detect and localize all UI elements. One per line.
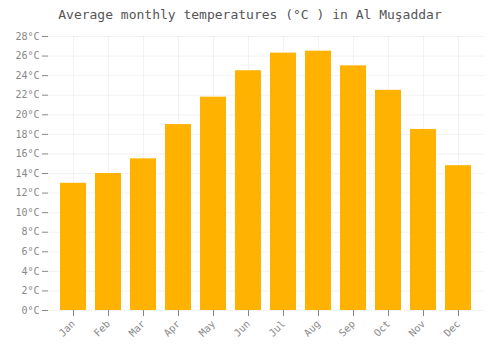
svg-text:Dec: Dec bbox=[442, 318, 463, 339]
svg-text:Nov: Nov bbox=[407, 318, 428, 339]
svg-text:12°C: 12°C bbox=[15, 187, 39, 198]
svg-text:22°C: 22°C bbox=[15, 89, 39, 100]
svg-text:18°C: 18°C bbox=[15, 129, 39, 140]
svg-text:0°C: 0°C bbox=[21, 305, 39, 316]
svg-text:14°C: 14°C bbox=[15, 168, 39, 179]
svg-text:8°C: 8°C bbox=[21, 226, 39, 237]
svg-text:May: May bbox=[197, 318, 218, 339]
svg-text:Jun: Jun bbox=[232, 318, 253, 339]
svg-text:20°C: 20°C bbox=[15, 109, 39, 120]
svg-text:24°C: 24°C bbox=[15, 70, 39, 81]
svg-text:Mar: Mar bbox=[127, 318, 148, 339]
svg-text:Oct: Oct bbox=[372, 318, 393, 339]
svg-text:Apr: Apr bbox=[162, 318, 183, 339]
svg-text:16°C: 16°C bbox=[15, 148, 39, 159]
svg-text:Jan: Jan bbox=[57, 318, 78, 339]
svg-text:Feb: Feb bbox=[92, 318, 113, 339]
svg-text:2°C: 2°C bbox=[21, 285, 39, 296]
svg-text:Aug: Aug bbox=[302, 318, 323, 339]
svg-text:26°C: 26°C bbox=[15, 50, 39, 61]
svg-text:10°C: 10°C bbox=[15, 207, 39, 218]
svg-text:28°C: 28°C bbox=[15, 31, 39, 42]
html-text:Average monthly temperatures (: Average monthly temperatures (°C ) in Al… bbox=[58, 7, 442, 22]
svg-text:4°C: 4°C bbox=[21, 266, 39, 277]
svg-text:6°C: 6°C bbox=[21, 246, 39, 257]
svg-text:Jul: Jul bbox=[267, 318, 288, 339]
svg-text:Sep: Sep bbox=[337, 318, 358, 339]
